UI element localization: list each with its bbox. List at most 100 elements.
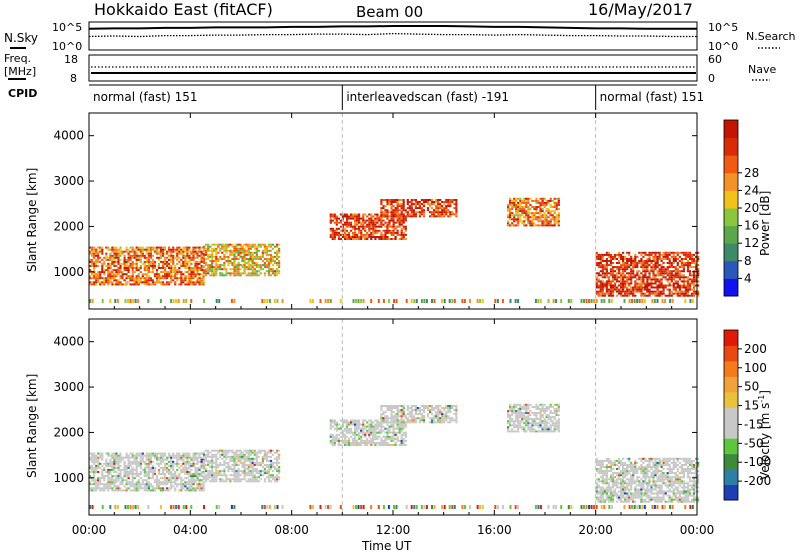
power-echo-cell [677, 274, 679, 276]
power-echo-cell [252, 268, 254, 270]
power-echo-cell [258, 266, 260, 268]
velocity-echo-cell [413, 415, 415, 417]
velocity-echo-cell [376, 424, 378, 426]
power-echo-cell [401, 220, 403, 222]
velocity-echo-cell [368, 436, 370, 438]
velocity-echo-cell [194, 473, 196, 475]
power-echo-cell [378, 226, 380, 228]
velocity-echo-cell [170, 477, 172, 479]
power-echo-cell [270, 246, 272, 248]
power-echo-cell [150, 277, 152, 279]
power-echo-cell [97, 253, 99, 255]
power-echo-cell [657, 285, 659, 287]
velocity-echo-cell [196, 483, 198, 485]
power-echo-cell [646, 276, 648, 278]
velocity-echo-cell [121, 481, 123, 483]
power-echo-cell [552, 224, 554, 226]
power-echo-cell [186, 281, 188, 283]
power-echo-cell [397, 213, 399, 215]
power-echo-cell [685, 262, 687, 264]
power-echo-cell [507, 224, 509, 226]
power-echo-cell [626, 287, 628, 289]
velocity-echo-cell [248, 450, 250, 452]
power-echo-cell [441, 215, 443, 217]
power-echo-cell [346, 226, 348, 228]
power-ground-cell [363, 299, 365, 303]
power-echo-cell [270, 268, 272, 270]
power-echo-cell [142, 277, 144, 279]
velocity-echo-cell [227, 464, 229, 466]
power-echo-cell [632, 287, 634, 289]
velocity-echo-cell [215, 450, 217, 452]
power-echo-cell [374, 236, 376, 238]
power-echo-cell [661, 254, 663, 256]
power-echo-cell [628, 266, 630, 268]
power-echo-cell [174, 265, 176, 267]
power-ground-cell [309, 299, 311, 303]
power-echo-cell [231, 254, 233, 256]
velocity-echo-cell [268, 466, 270, 468]
velocity-echo-cell [113, 485, 115, 487]
velocity-echo-cell [266, 452, 268, 454]
power-echo-cell [140, 255, 142, 257]
velocity-echo-cell [270, 452, 272, 454]
power-echo-cell [677, 262, 679, 264]
velocity-echo-cell [441, 415, 443, 417]
velocity-echo-cell [186, 467, 188, 469]
power-echo-cell [644, 262, 646, 264]
power-echo-cell [132, 271, 134, 273]
power-echo-cell [449, 201, 451, 203]
power-echo-cell [372, 228, 374, 230]
power-echo-cell [681, 270, 683, 272]
power-echo-cell [397, 230, 399, 232]
power-echo-cell [669, 254, 671, 256]
velocity-echo-cell [109, 479, 111, 481]
power-echo-cell [395, 215, 397, 217]
power-echo-cell [117, 273, 119, 275]
power-echo-cell [610, 258, 612, 260]
velocity-echo-cell [209, 472, 211, 474]
power-echo-cell [188, 261, 190, 263]
power-echo-cell [608, 291, 610, 293]
power-echo-cell [119, 249, 121, 251]
velocity-echo-cell [352, 438, 354, 440]
velocity-echo-cell [162, 469, 164, 471]
power-echo-cell [393, 222, 395, 224]
velocity-echo-cell [201, 487, 203, 489]
power-echo-cell [659, 274, 661, 276]
power-echo-cell [397, 234, 399, 236]
velocity-echo-cell [411, 407, 413, 409]
power-echo-cell [138, 277, 140, 279]
velocity-echo-cell [107, 465, 109, 467]
power-echo-cell [268, 244, 270, 246]
power-echo-cell [223, 244, 225, 246]
velocity-echo-cell [358, 434, 360, 436]
power-echo-cell [364, 234, 366, 236]
power-echo-cell [138, 281, 140, 283]
power-ground-cell [117, 299, 119, 303]
power-echo-cell [160, 257, 162, 259]
velocity-echo-cell [136, 463, 138, 465]
power-ground-cell [233, 299, 235, 303]
velocity-echo-cell [397, 409, 399, 411]
velocity-echo-cell [130, 463, 132, 465]
power-echo-cell [679, 285, 681, 287]
power-echo-cell [640, 287, 642, 289]
power-echo-cell [419, 211, 421, 213]
velocity-echo-cell [172, 485, 174, 487]
velocity-echo-cell [103, 475, 105, 477]
power-echo-cell [348, 234, 350, 236]
power-echo-cell [624, 262, 626, 264]
power-echo-cell [213, 270, 215, 272]
velocity-echo-cell [393, 411, 395, 413]
velocity-echo-cell [515, 418, 517, 420]
velocity-echo-cell [366, 426, 368, 428]
power-echo-cell [693, 295, 695, 297]
power-echo-cell [115, 253, 117, 255]
power-echo-cell [156, 249, 158, 251]
power-echo-cell [256, 272, 258, 274]
power-echo-cell [602, 291, 604, 293]
velocity-echo-cell [405, 444, 407, 446]
power-echo-cell [364, 238, 366, 240]
